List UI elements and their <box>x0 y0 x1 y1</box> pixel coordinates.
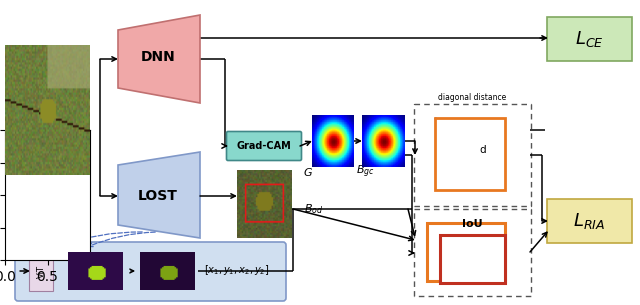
Text: d: d <box>479 145 486 156</box>
Text: LOST: LOST <box>138 189 178 203</box>
Bar <box>427 223 505 281</box>
Text: $L_{CE}$: $L_{CE}$ <box>575 29 604 49</box>
FancyBboxPatch shape <box>227 131 301 160</box>
Bar <box>435 118 505 190</box>
Text: DNN: DNN <box>141 50 175 64</box>
FancyBboxPatch shape <box>547 17 632 61</box>
Text: $G$: $G$ <box>303 166 313 178</box>
Polygon shape <box>118 15 200 103</box>
Text: diagonal distance: diagonal distance <box>438 93 507 102</box>
Text: $B_{gc}$: $B_{gc}$ <box>356 164 375 180</box>
FancyBboxPatch shape <box>414 104 531 206</box>
Text: $L_{RIA}$: $L_{RIA}$ <box>573 211 605 231</box>
FancyBboxPatch shape <box>15 242 286 301</box>
Text: ViT: ViT <box>36 264 45 278</box>
FancyBboxPatch shape <box>29 251 53 291</box>
FancyBboxPatch shape <box>414 209 531 296</box>
FancyBboxPatch shape <box>547 199 632 243</box>
Text: Query Image: Query Image <box>18 182 76 191</box>
Text: $[x_1,y_1,x_2,y_2]$: $[x_1,y_1,x_2,y_2]$ <box>204 263 269 277</box>
Text: IoU: IoU <box>462 219 483 229</box>
Text: $B_{od}$: $B_{od}$ <box>304 202 323 216</box>
Polygon shape <box>118 152 200 238</box>
Bar <box>440 235 505 283</box>
Text: Grad-CAM: Grad-CAM <box>237 141 291 151</box>
